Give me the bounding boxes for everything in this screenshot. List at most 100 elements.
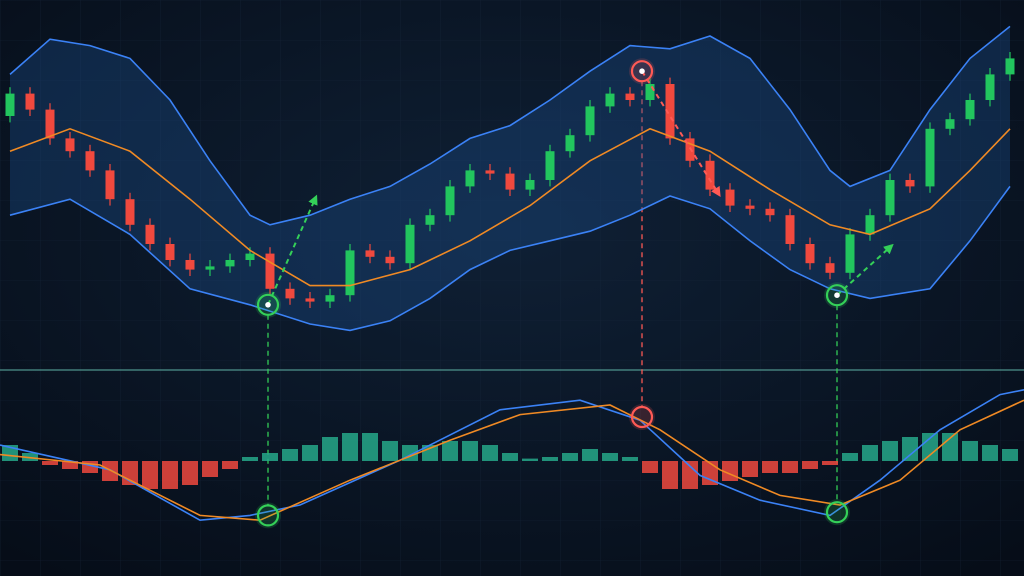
histogram-bar xyxy=(262,453,278,461)
candle-body xyxy=(25,93,35,110)
histogram-bar xyxy=(502,453,518,461)
candle-body xyxy=(765,208,775,216)
candle-body xyxy=(725,189,735,206)
histogram-bar xyxy=(562,453,578,461)
candle-body xyxy=(705,160,715,190)
histogram-bar xyxy=(182,461,198,485)
histogram-bar xyxy=(682,461,698,489)
histogram-bar xyxy=(982,445,998,461)
histogram-bar xyxy=(802,461,818,469)
candle-body xyxy=(665,84,675,139)
indicator-line xyxy=(9,185,1011,332)
candle-body xyxy=(565,135,575,152)
candle-body xyxy=(105,170,115,200)
candle-body xyxy=(365,250,375,257)
candle-body xyxy=(405,224,415,264)
candle-body xyxy=(225,260,235,267)
histogram-bar xyxy=(742,461,758,477)
signal-dot xyxy=(639,68,645,74)
candle-body xyxy=(245,253,255,260)
candle-body xyxy=(485,170,495,174)
histogram-bar xyxy=(2,445,18,461)
candle-body xyxy=(985,74,995,100)
candle-body xyxy=(585,106,595,136)
signal-ring xyxy=(630,60,654,83)
signal-arrow xyxy=(641,70,721,198)
candle-body xyxy=(825,263,835,273)
candle-body xyxy=(325,295,335,302)
histogram-bar xyxy=(462,441,478,461)
histogram-bar xyxy=(242,457,258,461)
signal-ring xyxy=(825,501,849,524)
histogram-bar xyxy=(342,433,358,461)
candle-body xyxy=(945,119,955,129)
candle-body xyxy=(425,215,435,225)
histogram-bar xyxy=(162,461,178,489)
candle-body xyxy=(465,170,475,187)
signal-dot xyxy=(834,292,840,299)
candle-body xyxy=(5,93,15,116)
histogram-bar xyxy=(882,441,898,461)
histogram-bar xyxy=(822,461,838,465)
histogram-bar xyxy=(602,453,618,461)
histogram-bar xyxy=(322,437,338,461)
histogram-bar xyxy=(142,461,158,489)
histogram-bar xyxy=(302,445,318,461)
indicator-line xyxy=(9,127,1011,287)
histogram-bar xyxy=(282,449,298,461)
candle-body xyxy=(605,93,615,107)
histogram-bar xyxy=(942,433,958,461)
indicator-line xyxy=(0,399,1024,522)
candle-body xyxy=(885,180,895,216)
candle-body xyxy=(965,100,975,120)
candle-body xyxy=(1005,58,1015,75)
connectors xyxy=(267,81,838,506)
candle-body xyxy=(925,128,935,187)
histogram-bar xyxy=(642,461,658,473)
candle-body xyxy=(65,138,75,152)
histogram-bar xyxy=(42,461,58,465)
candle-body xyxy=(345,250,355,296)
candle-body xyxy=(305,298,315,302)
histogram-bar xyxy=(702,461,718,485)
candle-body xyxy=(85,151,95,171)
histogram-bar xyxy=(202,461,218,477)
signal-ring xyxy=(256,293,280,316)
signal-ring xyxy=(825,284,849,307)
candle-body xyxy=(865,215,875,235)
histogram-bar xyxy=(622,457,638,461)
histogram-bar xyxy=(62,461,78,469)
histogram-bar xyxy=(862,445,878,461)
histogram-bar xyxy=(902,437,918,461)
candle-body xyxy=(285,288,295,299)
candle-body xyxy=(845,234,855,273)
histogram-bar xyxy=(522,458,538,461)
histogram-bar xyxy=(582,449,598,461)
candle-body xyxy=(745,205,755,209)
candle-body xyxy=(525,180,535,190)
histogram-bar xyxy=(102,461,118,481)
histogram-bar xyxy=(962,441,978,461)
signal-ring xyxy=(256,504,280,527)
histogram-bar xyxy=(922,433,938,461)
histogram-bar xyxy=(842,453,858,461)
candle-body xyxy=(545,151,555,180)
candle-body xyxy=(385,256,395,264)
histogram-bar xyxy=(362,433,378,461)
candle-body xyxy=(805,244,815,264)
histogram-bar xyxy=(442,441,458,461)
candle-body xyxy=(165,244,175,260)
histogram-bar xyxy=(762,461,778,473)
histogram-bar xyxy=(222,461,238,469)
candle-body xyxy=(265,253,275,289)
histogram-bar xyxy=(1002,449,1018,461)
candle-body xyxy=(625,93,635,100)
candle-body xyxy=(145,224,155,244)
signal-ring xyxy=(630,405,654,429)
candle-body xyxy=(785,215,795,244)
histogram-bar xyxy=(782,461,798,473)
histogram-bar xyxy=(662,461,678,489)
candle-body xyxy=(445,186,455,216)
